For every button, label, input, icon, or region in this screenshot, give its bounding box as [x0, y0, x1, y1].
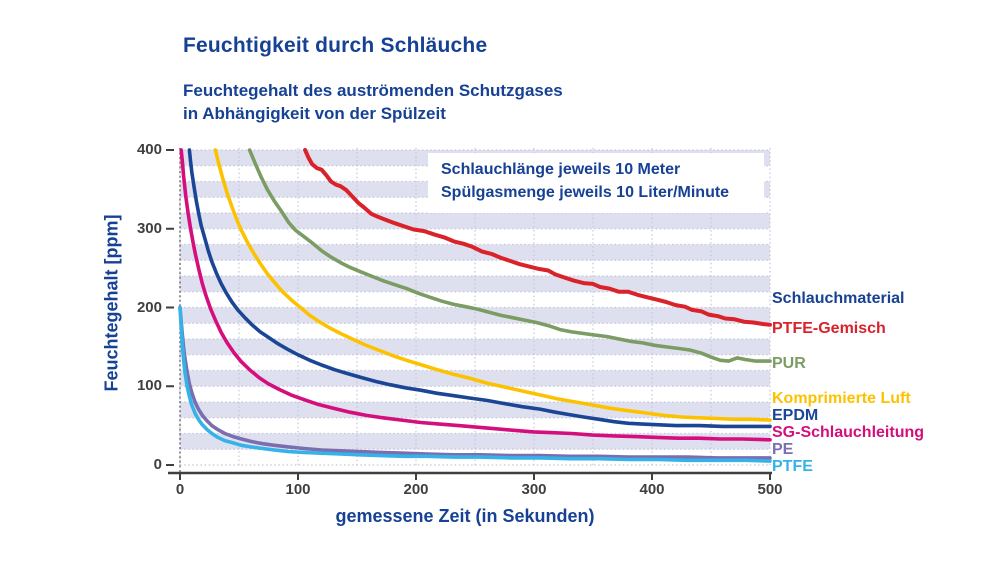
series-line-pe — [178, 305, 772, 460]
series-line-sg-schlauchleitung — [179, 148, 772, 442]
y-axis-title: Feuchtegehalt [ppm] — [101, 214, 122, 392]
x-tick-label: 300 — [521, 481, 547, 498]
page-title: Feuchtigkeit durch Schläuche — [183, 34, 488, 57]
legend-item-epdm: EPDM — [772, 407, 819, 424]
x-tick-label: 400 — [639, 481, 665, 498]
legend-item-komprimierte-luft: Komprimierte Luft — [772, 390, 911, 407]
x-tick-label: 100 — [285, 481, 311, 498]
y-tick-label: 100 — [136, 377, 162, 395]
stripe-band — [180, 307, 770, 324]
series-line-ptfe — [178, 305, 772, 463]
legend-heading: Schlauchmaterial — [772, 290, 905, 307]
y-tick-label: 200 — [136, 298, 162, 316]
annotation-line1: Schlauchlänge jeweils 10 Meter — [441, 161, 681, 178]
x-axis-title: gemessene Zeit (in Sekunden) — [335, 506, 595, 526]
x-tick-label: 500 — [757, 481, 783, 498]
series-line-komprimierte-luft — [213, 148, 772, 422]
x-tick-label: 0 — [175, 481, 185, 498]
x-tick-label: 200 — [403, 481, 429, 498]
stripe-band — [180, 213, 770, 229]
series-line-ptfe-gemisch — [303, 148, 772, 327]
y-tick-label: 0 — [153, 456, 162, 473]
series-line-epdm — [187, 148, 772, 429]
chart-subtitle-line2: in Abhängigkeit von der Spülzeit — [183, 104, 446, 123]
y-tick-label: 400 — [136, 141, 162, 158]
legend-item-ptfe-gemisch: PTFE-Gemisch — [772, 320, 886, 337]
legend-item-pur: PUR — [772, 355, 806, 372]
legend-item-pe: PE — [772, 441, 794, 458]
legend: Schlauchmaterial PTFE-Gemisch PUR Kompri… — [772, 0, 997, 583]
plot-annotation: Schlauchlänge jeweils 10 Meter Spülgasme… — [441, 158, 729, 204]
y-tick-label: 300 — [136, 219, 162, 237]
chart-subtitle-line1: Feuchtegehalt des auströmenden Schutzgas… — [183, 81, 563, 100]
annotation-line2: Spülgasmenge jeweils 10 Liter/Minute — [441, 184, 730, 201]
annotation-backdrop — [428, 153, 764, 213]
chart-subtitle: Feuchtegehalt des auströmenden Schutzgas… — [183, 79, 563, 125]
legend-item-ptfe: PTFE — [772, 458, 813, 475]
stripe-band — [180, 339, 770, 355]
legend-item-sg-schlauchleitung: SG-Schlauchleitung — [772, 424, 925, 441]
series-line-pur — [247, 148, 772, 363]
